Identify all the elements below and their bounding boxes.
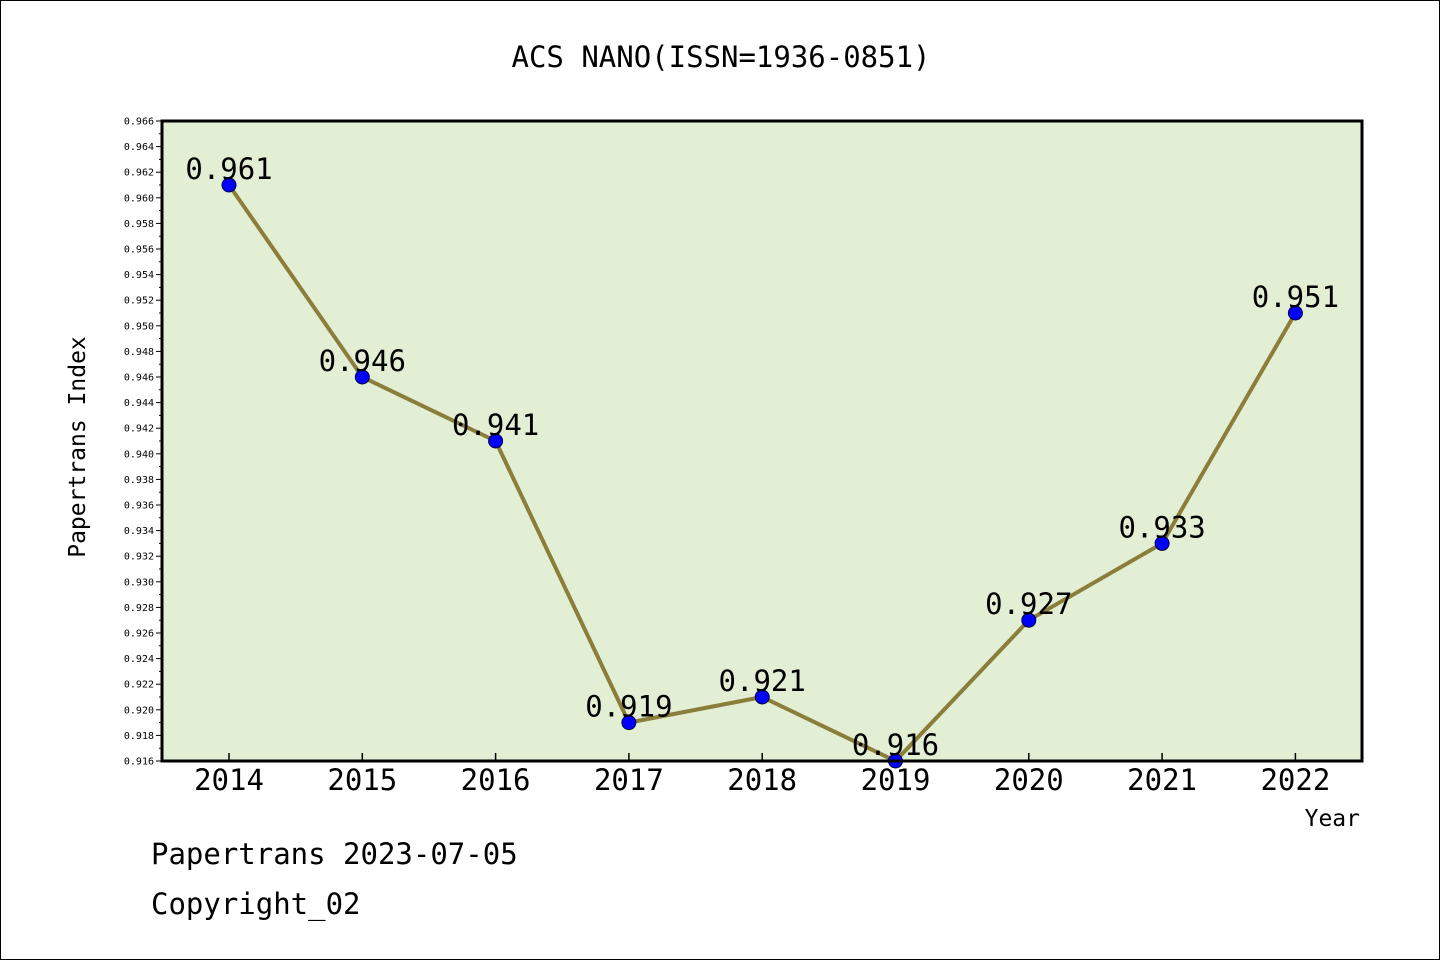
y-tick-label: 0.952 — [124, 296, 154, 307]
y-axis: 0.916 0.918 0.920 0.922 0.924 0.926 0.928 0.930… — [124, 117, 162, 768]
chart-title: ACS NANO(ISSN=1936-0851) — [511, 40, 930, 74]
y-tick-label: 0.956 — [124, 245, 154, 256]
x-tick-label: 2014 — [194, 763, 264, 797]
data-label: 0.916 — [852, 728, 939, 762]
data-point — [1021, 612, 1037, 628]
y-tick-label: 0.944 — [124, 398, 154, 409]
y-tick-label: 0.918 — [124, 731, 154, 742]
y-tick-label: 0.932 — [124, 552, 154, 563]
x-tick-label: 2015 — [327, 763, 397, 797]
plot-area — [162, 121, 1362, 761]
x-tick-label: 2016 — [461, 763, 531, 797]
plot-border — [160, 119, 1364, 763]
y-tick-label: 0.934 — [124, 526, 154, 537]
y-tick-label: 0.960 — [124, 193, 154, 204]
data-point — [621, 715, 637, 731]
y-tick-label: 0.942 — [124, 424, 154, 435]
y-tick-label: 0.948 — [124, 347, 154, 358]
data-point — [1287, 305, 1303, 321]
y-tick-label: 0.922 — [124, 680, 154, 691]
data-label: 0.961 — [185, 152, 272, 186]
data-point — [221, 177, 237, 193]
x-axis: 2014 2015 2016 2017 2018 2019 2020 2021 2022 — [194, 753, 1330, 797]
data-label: 0.933 — [1118, 510, 1205, 544]
data-point — [488, 433, 504, 449]
data-labels: 0.961 0.946 0.941 0.919 0.921 0.916 0.927 0.933… — [185, 152, 1339, 762]
x-tick-label: 2022 — [1260, 763, 1330, 797]
y-axis-label: Papertrans Index — [65, 336, 91, 558]
data-label: 0.941 — [452, 408, 539, 442]
data-point — [354, 369, 370, 385]
y-tick-label: 0.958 — [124, 219, 154, 230]
data-label: 0.921 — [719, 664, 806, 698]
y-tick-label: 0.966 — [124, 117, 154, 128]
y-tick-label: 0.930 — [124, 577, 154, 588]
data-label: 0.919 — [585, 690, 672, 724]
y-tick-label: 0.920 — [124, 705, 154, 716]
y-tick-label: 0.950 — [124, 321, 154, 332]
y-tick-label: 0.964 — [124, 142, 154, 153]
y-tick-label: 0.916 — [124, 757, 154, 768]
data-markers — [221, 177, 1303, 769]
y-tick-label: 0.924 — [124, 654, 154, 665]
y-tick-label: 0.954 — [124, 270, 154, 281]
data-label: 0.927 — [985, 587, 1072, 621]
y-tick-label: 0.936 — [124, 501, 154, 512]
footer-copyright: Copyright_02 — [151, 887, 361, 921]
y-tick-label: 0.926 — [124, 629, 154, 640]
footer-date: Papertrans 2023-07-05 — [151, 837, 518, 871]
x-tick-label: 2021 — [1127, 763, 1197, 797]
x-tick-label: 2018 — [727, 763, 797, 797]
y-tick-label: 0.938 — [124, 475, 154, 486]
data-point — [754, 689, 770, 705]
y-tick-label: 0.946 — [124, 373, 154, 384]
y-tick-label: 0.962 — [124, 168, 154, 179]
x-tick-label: 2017 — [594, 763, 664, 797]
data-label: 0.951 — [1252, 280, 1339, 314]
y-tick-label: 0.928 — [124, 603, 154, 614]
x-tick-label: 2020 — [994, 763, 1064, 797]
x-axis-label: Year — [1305, 806, 1360, 832]
x-tick-label: 2019 — [861, 763, 931, 797]
data-label: 0.946 — [319, 344, 406, 378]
data-point — [1154, 535, 1170, 551]
y-tick-label: 0.940 — [124, 449, 154, 460]
